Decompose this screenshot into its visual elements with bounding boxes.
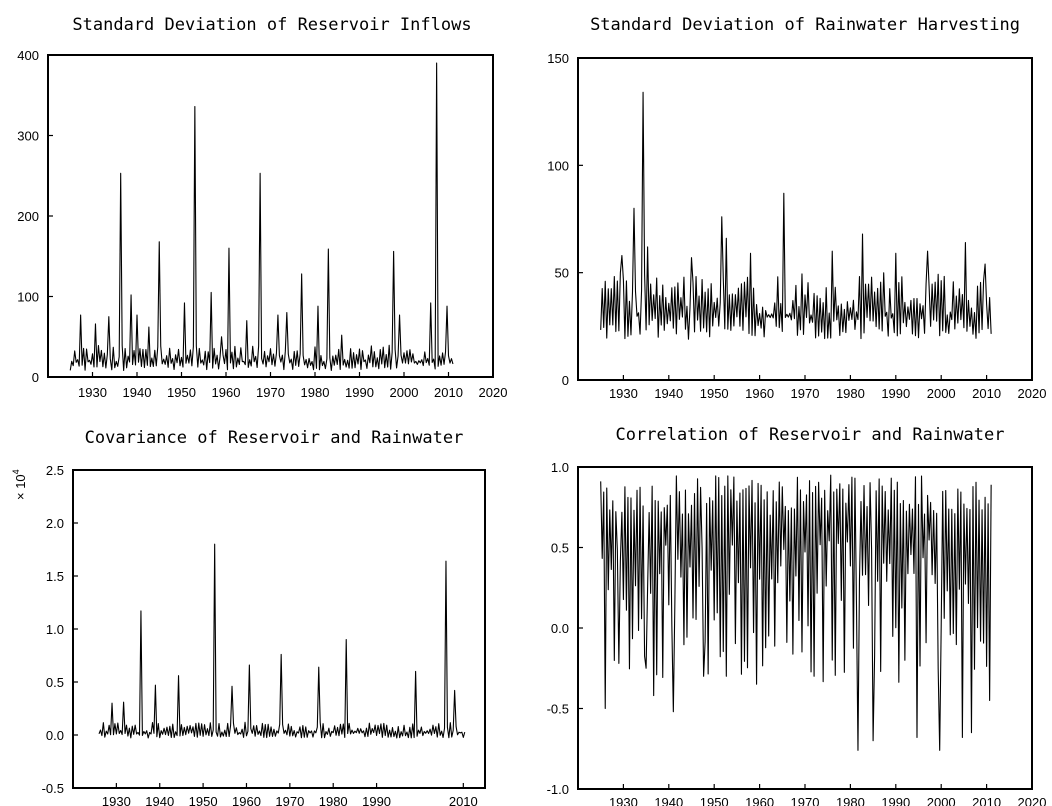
y-tick-label: 100 bbox=[17, 290, 39, 305]
x-tick-label: 1980 bbox=[836, 795, 865, 806]
y-tick-label: 1.0 bbox=[551, 460, 569, 475]
chart-title: Correlation of Reservoir and Rainwater bbox=[616, 425, 1005, 445]
x-tick-label: 1970 bbox=[791, 795, 820, 806]
x-tick-label: 1960 bbox=[745, 795, 774, 806]
y-tick-label: -1.0 bbox=[547, 782, 569, 797]
x-tick-label: 2000 bbox=[390, 385, 419, 400]
x-tick-label: 2020 bbox=[1018, 386, 1047, 401]
x-tick-label: 2010 bbox=[972, 386, 1001, 401]
plot-frame bbox=[47, 54, 494, 378]
chart-title: Covariance of Reservoir and Rainwater bbox=[85, 428, 464, 448]
x-tick-label: 2010 bbox=[972, 795, 1001, 806]
y-tick-label: 0.5 bbox=[46, 675, 64, 690]
y-tick-label: 0.5 bbox=[551, 541, 569, 556]
x-tick-label: 1940 bbox=[654, 795, 683, 806]
x-tick-label: 2020 bbox=[479, 385, 508, 400]
y-tick-label: 2.5 bbox=[46, 463, 64, 478]
y-tick-label: -0.5 bbox=[547, 702, 569, 717]
panel-rainwater-harvesting-std: Standard Deviation of Rainwater Harvesti… bbox=[547, 15, 1046, 401]
x-tick-label: 1970 bbox=[791, 386, 820, 401]
x-tick-label: 1950 bbox=[189, 794, 218, 806]
series-line bbox=[600, 91, 992, 340]
x-tick-label: 1980 bbox=[301, 385, 330, 400]
x-tick-label: 1960 bbox=[212, 385, 241, 400]
y-tick-label: 0 bbox=[32, 370, 39, 385]
y-tick-label: 50 bbox=[555, 266, 569, 281]
y-scale-multiplier: × 104 bbox=[11, 469, 28, 500]
y-tick-label: 1.0 bbox=[46, 622, 64, 637]
panel-reservoir-inflows-std: Standard Deviation of Reservoir Inflows 1… bbox=[17, 15, 507, 400]
x-tick-label: 2000 bbox=[927, 795, 956, 806]
x-tick-label: 1930 bbox=[609, 795, 638, 806]
y-tick-label: -0.5 bbox=[42, 781, 64, 796]
x-tick-label: 2000 bbox=[927, 386, 956, 401]
x-tick-label: 2010 bbox=[434, 385, 463, 400]
y-tick-label: 0 bbox=[562, 373, 569, 388]
x-tick-label: 1990 bbox=[345, 385, 374, 400]
y-tick-label: 200 bbox=[17, 209, 39, 224]
plot-frame bbox=[577, 57, 1033, 381]
x-tick-label: 1960 bbox=[232, 794, 261, 806]
panel-covariance: Covariance of Reservoir and Rainwater 193… bbox=[11, 428, 486, 806]
x-tick-label: 1940 bbox=[145, 794, 174, 806]
x-tick-label: 1960 bbox=[745, 386, 774, 401]
y-tick-label: 300 bbox=[17, 129, 39, 144]
x-tick-label: 1930 bbox=[78, 385, 107, 400]
x-tick-label: 1990 bbox=[362, 794, 391, 806]
x-tick-label: 1980 bbox=[836, 386, 865, 401]
x-tick-label: 1940 bbox=[123, 385, 152, 400]
x-tick-label: 1970 bbox=[275, 794, 304, 806]
y-tick-label: 2.0 bbox=[46, 516, 64, 531]
y-tick-label: 0.0 bbox=[46, 728, 64, 743]
y-tick-label: 0.0 bbox=[551, 621, 569, 636]
series-line bbox=[600, 474, 992, 751]
x-tick-label: 1970 bbox=[256, 385, 285, 400]
chart-title: Standard Deviation of Rainwater Harvesti… bbox=[590, 15, 1020, 35]
x-tick-label: 1990 bbox=[881, 386, 910, 401]
series-line bbox=[98, 543, 466, 739]
x-tick-label: 1950 bbox=[700, 795, 729, 806]
y-tick-label: 150 bbox=[547, 51, 569, 66]
x-tick-label: 1990 bbox=[881, 795, 910, 806]
x-tick-label: 1950 bbox=[167, 385, 196, 400]
y-tick-label: 1.5 bbox=[46, 569, 64, 584]
panel-correlation: Correlation of Reservoir and Rainwater 19… bbox=[547, 425, 1047, 806]
x-tick-label: 2010 bbox=[449, 794, 478, 806]
x-tick-label: 1930 bbox=[102, 794, 131, 806]
chart-title: Standard Deviation of Reservoir Inflows bbox=[72, 15, 471, 35]
y-tick-label: 100 bbox=[547, 158, 569, 173]
y-scale-exponent: 4 bbox=[11, 469, 21, 474]
x-tick-label: 2020 bbox=[1018, 795, 1047, 806]
x-tick-label: 1950 bbox=[700, 386, 729, 401]
x-tick-label: 1940 bbox=[654, 386, 683, 401]
plot-frame bbox=[72, 469, 486, 789]
x-tick-label: 1980 bbox=[319, 794, 348, 806]
x-tick-label: 1930 bbox=[609, 386, 638, 401]
series-line bbox=[69, 62, 454, 371]
y-tick-label: 400 bbox=[17, 48, 39, 63]
